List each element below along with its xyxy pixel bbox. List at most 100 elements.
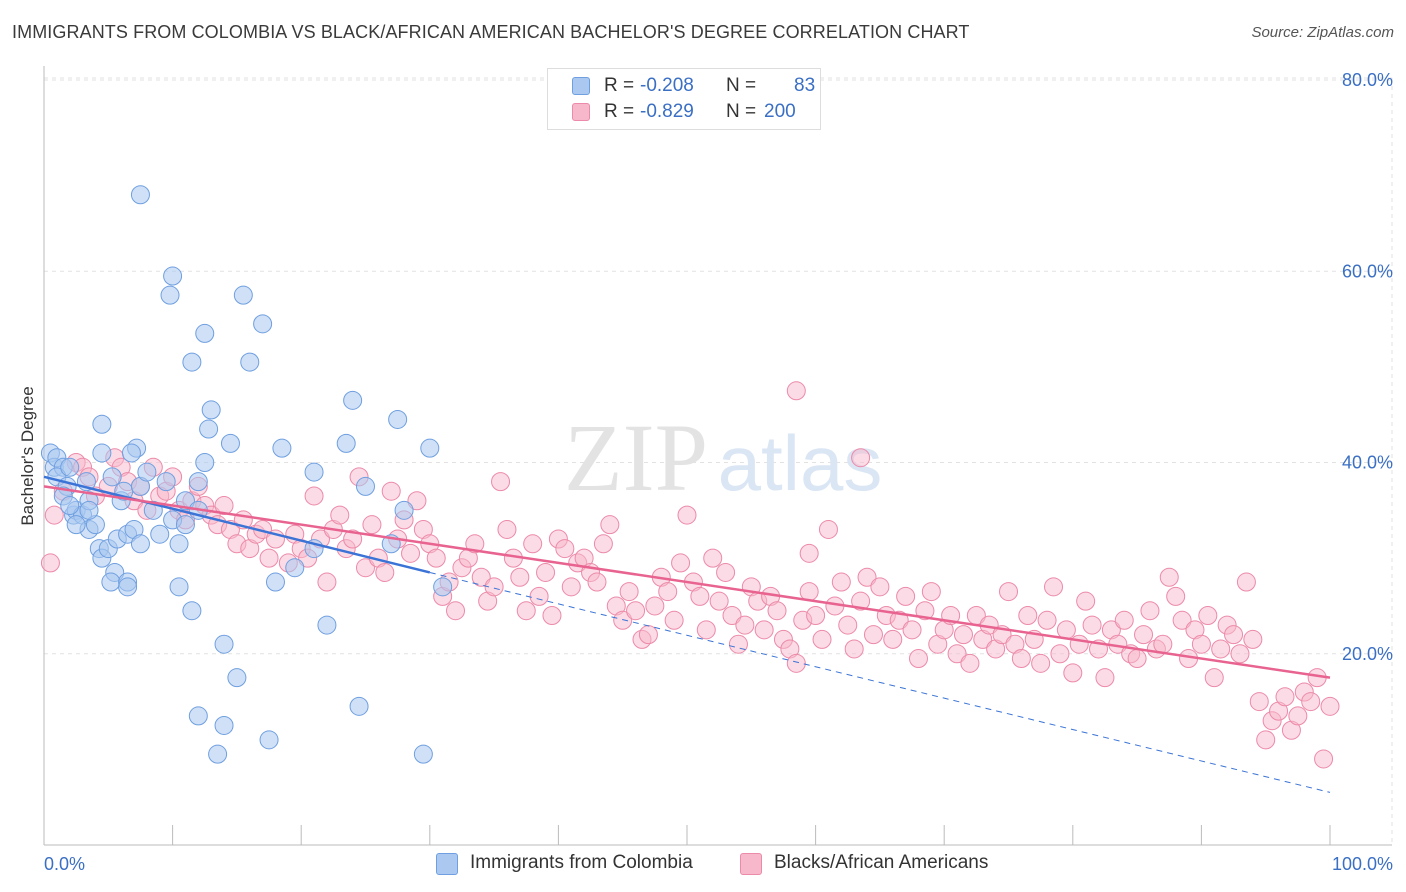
data-point-black [497,519,517,539]
data-point-black [542,606,562,625]
data-point-colombia [233,285,253,305]
data-point-black [999,582,1018,602]
data-point-colombia [304,462,324,482]
data-point-colombia [336,433,356,453]
data-point-colombia [156,472,176,492]
data-point-black [1037,610,1057,630]
data-point-black [1230,644,1250,664]
data-point-black [1082,615,1102,635]
data-point-black [1301,692,1321,712]
data-point-black [883,629,903,649]
data-point-black [381,481,401,501]
data-point-black [626,601,646,621]
data-point-black [587,572,607,592]
data-point-black [259,548,279,568]
data-point-black [767,601,787,621]
data-point-colombia [92,414,112,434]
data-point-black [908,649,928,669]
legend-n-value: 83 [794,75,816,96]
data-point-black [1095,668,1115,688]
data-point-colombia [130,534,150,554]
data-point-black [375,562,395,582]
data-point-colombia [102,467,122,487]
data-point-colombia [182,352,202,372]
data-point-black [214,496,234,516]
data-point-colombia [253,314,273,334]
data-point-black [1191,634,1211,654]
data-point-black [1056,620,1076,640]
data-point-black [799,582,819,602]
legend-swatch-pink [572,103,590,121]
data-point-colombia [130,185,150,205]
data-point-colombia [343,390,363,410]
data-point-colombia [214,715,234,735]
data-point-black [1050,644,1070,664]
data-point-black [401,543,421,563]
data-point-black [1249,692,1269,712]
data-point-colombia [201,400,221,420]
legend-r-label: R = [604,101,635,122]
data-point-black [1243,629,1263,649]
data-point-black [838,615,858,635]
data-point-colombia [60,496,80,516]
data-point-colombia [195,323,215,343]
data-point-black [1256,730,1276,750]
data-point-colombia [199,419,219,439]
data-point-black [1211,639,1231,659]
data-point-black [1172,610,1192,630]
data-point-black [1134,625,1154,645]
data-point-black [330,505,350,525]
data-point-black [870,577,890,597]
data-point-colombia [272,438,292,458]
data-point-colombia [175,515,195,535]
legend-n-label: N = [726,75,757,96]
data-point-black [1275,687,1295,707]
data-point-colombia [208,744,228,764]
data-point-black [844,639,864,659]
data-point-black [812,629,832,649]
watermark-zip: ZIP [564,404,708,511]
data-point-black [889,610,909,630]
data-point-black [696,620,716,640]
data-point-colombia [413,744,433,764]
data-point-black [407,491,427,511]
data-point-black [902,620,922,640]
data-point-black [703,548,723,568]
data-point-black [645,596,665,616]
data-point-colombia [433,577,453,597]
data-point-black [658,582,678,602]
data-point-black [851,448,871,468]
y-tick-label: 80.0% [1342,70,1393,90]
data-point-colombia [356,476,375,496]
data-point-colombia [188,472,208,492]
data-point-black [362,515,382,535]
data-point-black [754,620,774,640]
data-point-colombia [66,515,86,535]
legend-n-label: N = [726,101,757,122]
data-point-black [40,553,60,573]
data-point-colombia [169,534,189,554]
data-point-colombia [121,443,141,463]
data-point-colombia [160,285,180,305]
data-point-black [1159,567,1179,587]
data-point-black [510,567,530,587]
data-point-colombia [137,462,157,482]
data-point-colombia [349,696,369,716]
data-point-black [664,610,684,630]
data-point-colombia [188,706,208,726]
data-point-black [613,610,633,630]
data-point-black [1044,577,1064,597]
data-point-black [799,543,819,563]
data-point-black [1140,601,1160,621]
legend-r-label: R = [604,75,635,96]
x-tick-label: 100.0% [1332,854,1393,874]
data-point-colombia [394,500,414,520]
data-point-black [471,567,491,587]
data-point-black [638,625,658,645]
data-point-colombia [240,352,260,372]
data-point-black [619,582,639,602]
data-point-colombia [150,524,170,544]
data-point-colombia [220,433,240,453]
data-point-colombia [420,438,440,458]
data-point-black [960,653,980,673]
